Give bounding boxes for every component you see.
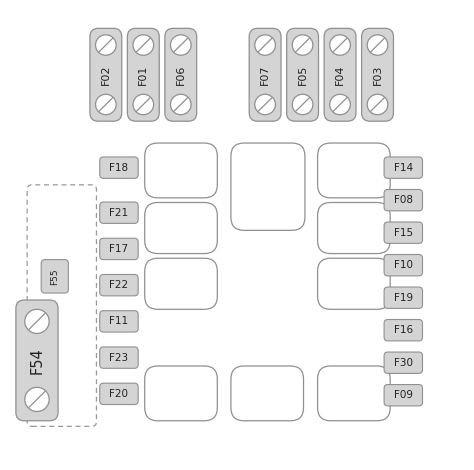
Circle shape <box>171 35 191 55</box>
Circle shape <box>255 94 275 115</box>
FancyBboxPatch shape <box>318 366 390 421</box>
Text: F08: F08 <box>394 195 413 205</box>
FancyBboxPatch shape <box>362 28 393 121</box>
FancyBboxPatch shape <box>318 258 390 309</box>
Circle shape <box>330 94 350 115</box>
FancyBboxPatch shape <box>324 28 356 121</box>
Circle shape <box>171 94 191 115</box>
Circle shape <box>367 35 388 55</box>
FancyBboxPatch shape <box>384 352 422 373</box>
Text: F15: F15 <box>394 227 413 238</box>
FancyBboxPatch shape <box>100 311 138 332</box>
FancyBboxPatch shape <box>318 143 390 198</box>
Text: F55: F55 <box>50 268 59 285</box>
Circle shape <box>96 35 116 55</box>
FancyBboxPatch shape <box>384 255 422 276</box>
FancyBboxPatch shape <box>384 222 422 243</box>
FancyBboxPatch shape <box>100 202 138 223</box>
FancyBboxPatch shape <box>384 384 422 406</box>
Text: F30: F30 <box>394 358 413 368</box>
Text: F23: F23 <box>109 352 128 363</box>
Text: F54: F54 <box>29 347 45 374</box>
Text: F22: F22 <box>109 280 128 290</box>
Text: F20: F20 <box>109 389 128 399</box>
FancyBboxPatch shape <box>145 258 217 309</box>
Text: F05: F05 <box>298 64 308 85</box>
FancyBboxPatch shape <box>100 383 138 405</box>
FancyBboxPatch shape <box>100 238 138 259</box>
FancyBboxPatch shape <box>128 28 159 121</box>
FancyBboxPatch shape <box>100 347 138 368</box>
Circle shape <box>330 35 350 55</box>
FancyBboxPatch shape <box>384 157 422 178</box>
Circle shape <box>96 94 116 115</box>
Text: F11: F11 <box>109 316 128 326</box>
Text: F10: F10 <box>394 260 413 270</box>
Text: F06: F06 <box>176 64 186 85</box>
FancyBboxPatch shape <box>384 189 422 211</box>
FancyBboxPatch shape <box>249 28 281 121</box>
Circle shape <box>292 35 313 55</box>
Text: F16: F16 <box>394 325 413 335</box>
Circle shape <box>25 309 49 333</box>
FancyBboxPatch shape <box>384 287 422 308</box>
Text: F02: F02 <box>101 64 111 85</box>
Text: F01: F01 <box>138 64 148 85</box>
FancyBboxPatch shape <box>231 143 305 230</box>
Circle shape <box>25 387 49 412</box>
Text: F04: F04 <box>335 64 345 85</box>
Text: F14: F14 <box>394 163 413 172</box>
FancyBboxPatch shape <box>384 320 422 341</box>
FancyBboxPatch shape <box>145 143 217 198</box>
Text: F07: F07 <box>260 64 270 85</box>
FancyBboxPatch shape <box>318 203 390 254</box>
Circle shape <box>133 94 154 115</box>
Text: F17: F17 <box>109 244 128 254</box>
FancyBboxPatch shape <box>145 366 217 421</box>
Text: F19: F19 <box>394 293 413 303</box>
Circle shape <box>292 94 313 115</box>
Text: F03: F03 <box>373 64 383 85</box>
FancyBboxPatch shape <box>231 366 303 421</box>
FancyBboxPatch shape <box>41 259 68 293</box>
Text: F18: F18 <box>109 163 128 172</box>
Circle shape <box>133 35 154 55</box>
FancyBboxPatch shape <box>165 28 197 121</box>
FancyBboxPatch shape <box>100 274 138 296</box>
FancyBboxPatch shape <box>287 28 319 121</box>
Text: F21: F21 <box>109 208 128 218</box>
Circle shape <box>255 35 275 55</box>
Circle shape <box>367 94 388 115</box>
FancyBboxPatch shape <box>90 28 122 121</box>
Text: F09: F09 <box>394 390 413 400</box>
FancyBboxPatch shape <box>100 157 138 178</box>
FancyBboxPatch shape <box>145 203 217 254</box>
FancyBboxPatch shape <box>16 300 58 421</box>
